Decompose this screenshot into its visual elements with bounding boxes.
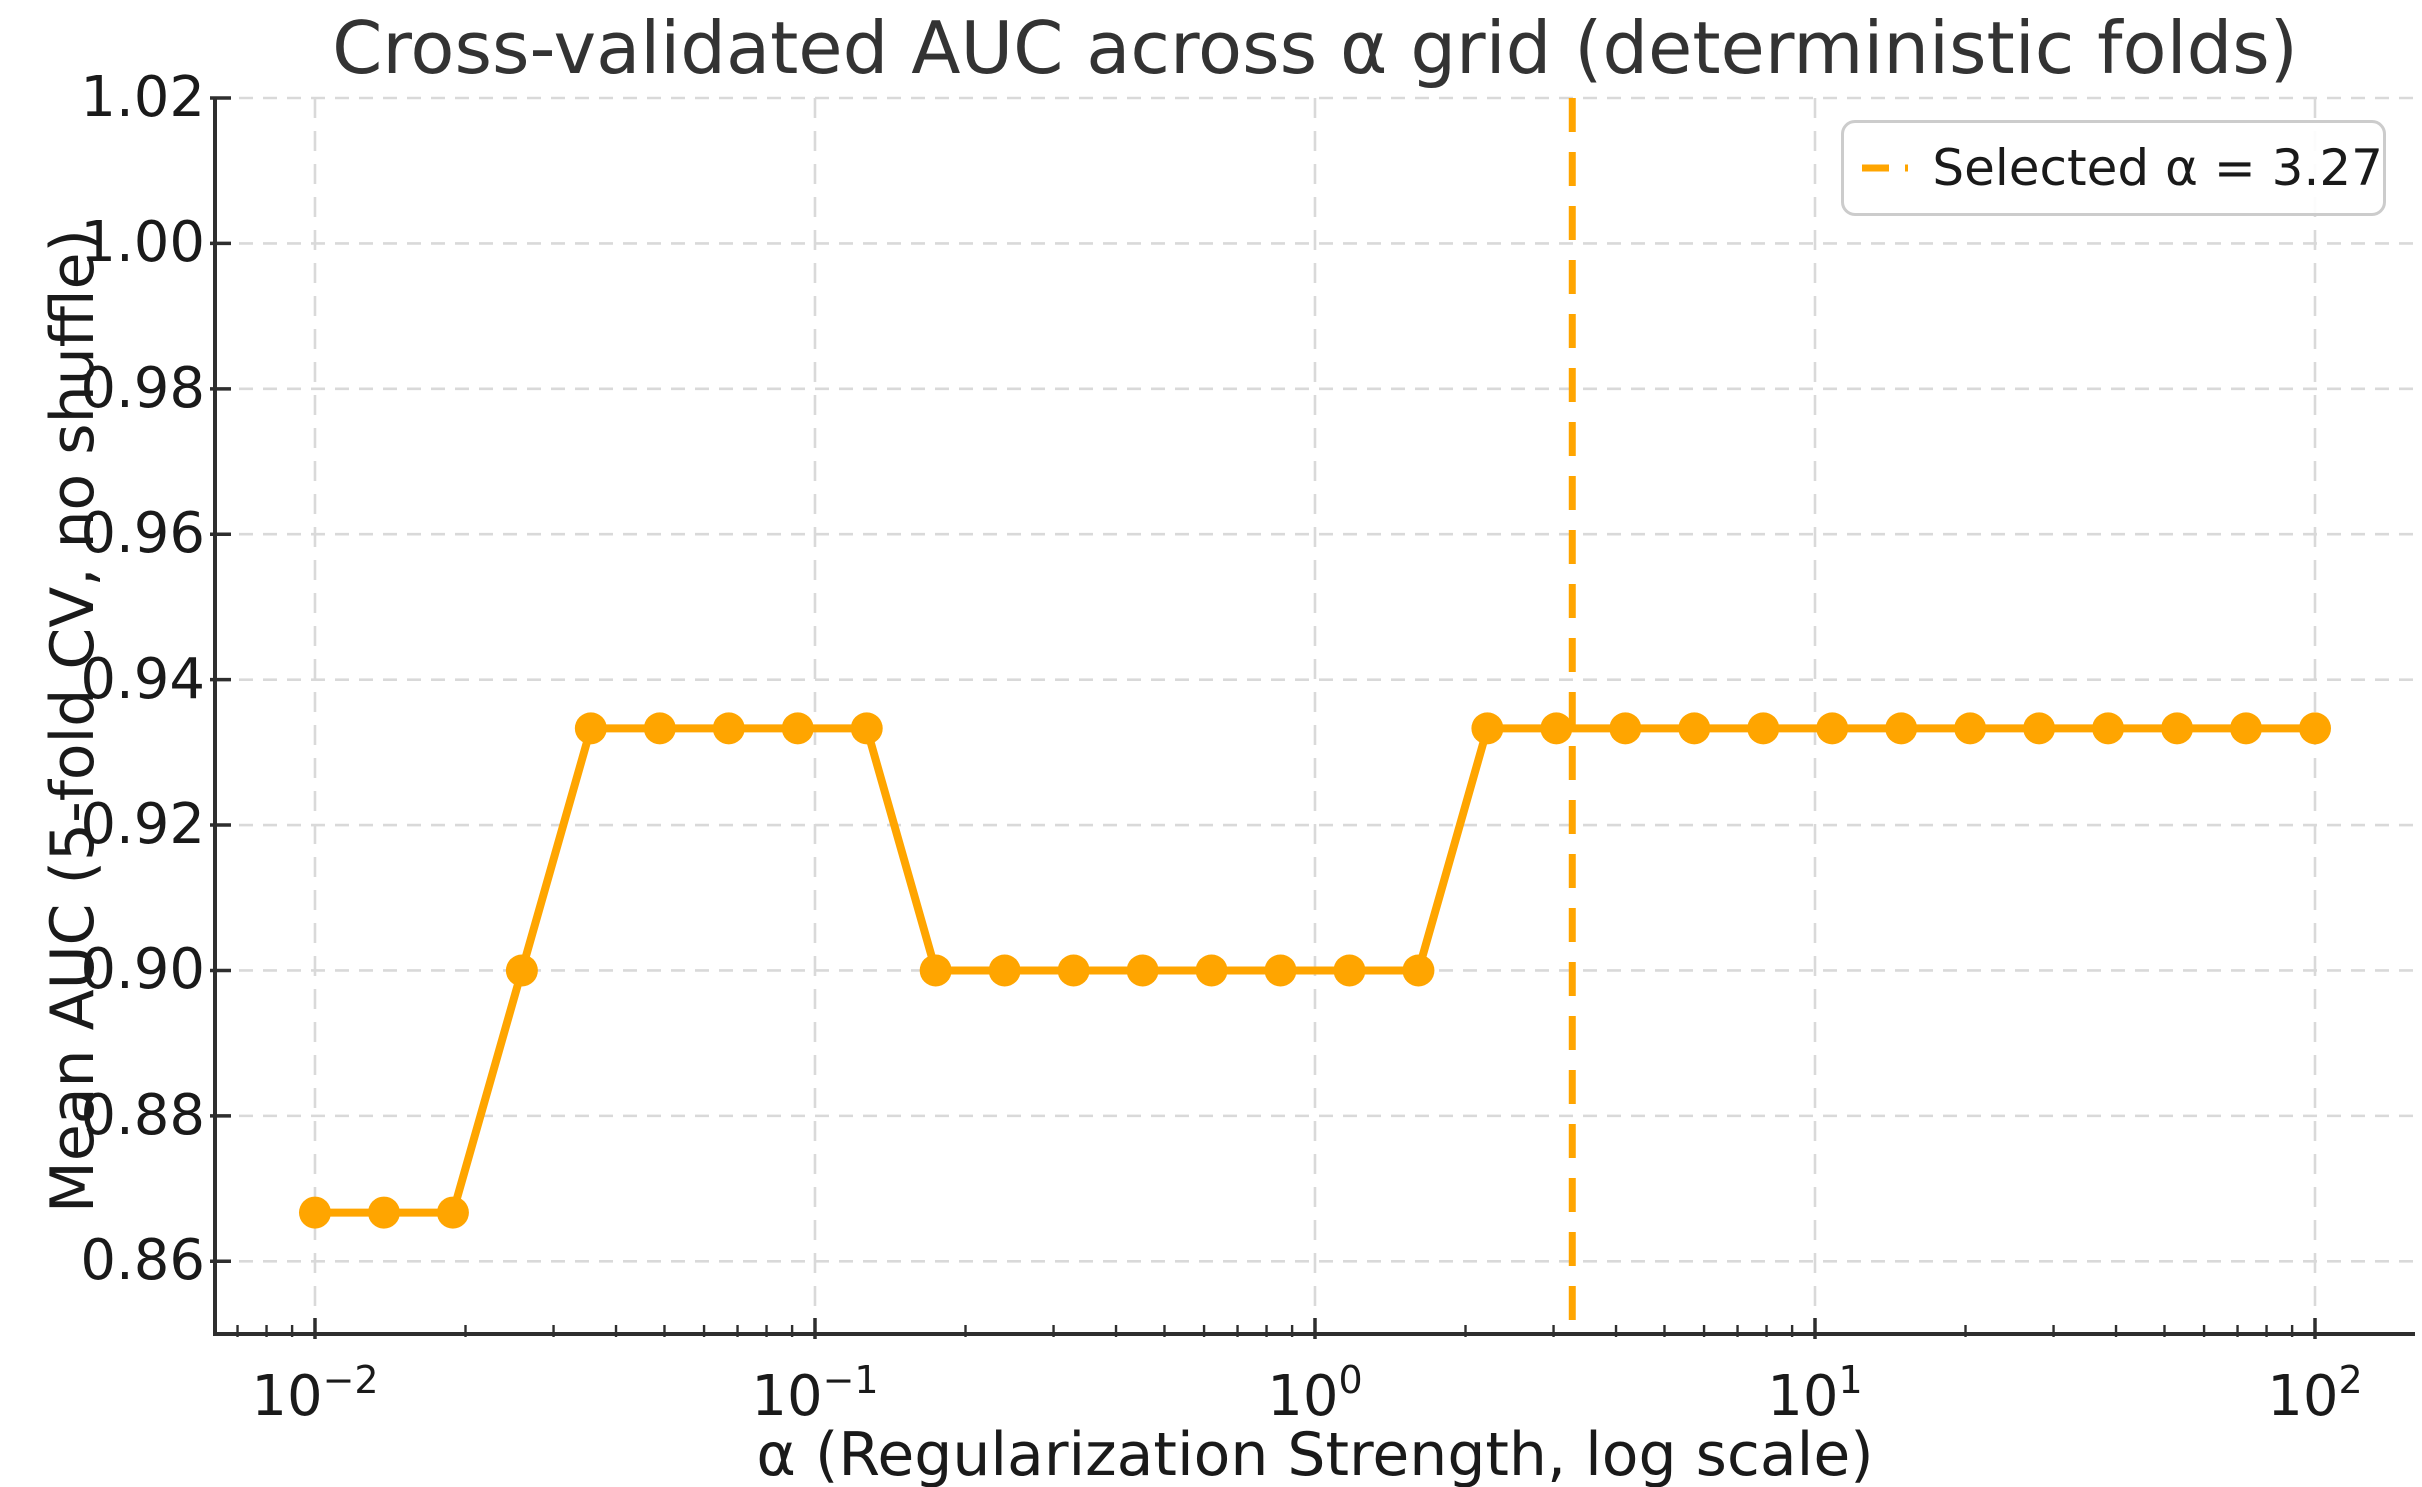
- data-point-marker: [781, 712, 814, 745]
- data-point-marker: [436, 1196, 469, 1229]
- data-point-marker: [1264, 954, 1297, 987]
- y-tick-label: 0.88: [80, 1082, 205, 1148]
- data-point-marker: [643, 712, 676, 745]
- x-tick-label: 10−2: [251, 1358, 379, 1429]
- data-point-marker: [298, 1196, 331, 1229]
- x-tick-label: 10−1: [751, 1358, 879, 1429]
- y-axis-label: Mean AUC (5-fold CV, no shuffle): [38, 229, 108, 1213]
- data-point-marker: [2298, 712, 2331, 745]
- data-point-marker: [1333, 954, 1366, 987]
- data-point-marker: [1885, 712, 1918, 745]
- data-point-marker: [1816, 712, 1849, 745]
- data-point-marker: [2092, 712, 2125, 745]
- y-tick-label: 0.90: [80, 937, 205, 1003]
- data-point-marker: [1609, 712, 1642, 745]
- data-point-marker: [988, 954, 1021, 987]
- data-point-marker: [1747, 712, 1780, 745]
- x-axis-label: α (Regularization Strength, log scale): [756, 1420, 1874, 1487]
- data-point-marker: [2161, 712, 2194, 745]
- y-tick-label: 1.02: [80, 65, 205, 130]
- legend-label: Selected α = 3.27: [1932, 139, 2383, 197]
- chart-title: Cross-validated AUC across α grid (deter…: [332, 6, 2298, 90]
- data-point-marker: [1471, 712, 1504, 745]
- x-tick-label: 100: [1267, 1358, 1363, 1429]
- data-point-marker: [850, 712, 883, 745]
- y-tick-label: 1.00: [80, 210, 205, 276]
- legend-dash-sample-icon: [1862, 164, 1909, 172]
- data-point-marker: [2023, 712, 2056, 745]
- y-tick-label: 0.98: [80, 355, 205, 421]
- data-point-marker: [1057, 954, 1090, 987]
- data-point-marker: [919, 954, 952, 987]
- data-point-marker: [1540, 712, 1573, 745]
- data-point-marker: [1954, 712, 1987, 745]
- data-point-marker: [505, 954, 538, 987]
- data-point-marker: [1678, 712, 1711, 745]
- data-point-marker: [1195, 954, 1228, 987]
- legend: Selected α = 3.27: [1841, 120, 2386, 216]
- x-tick-label: 101: [1767, 1358, 1863, 1429]
- data-point-marker: [1126, 954, 1159, 987]
- y-tick-label: 0.94: [80, 646, 205, 712]
- y-tick-label: 0.86: [80, 1228, 205, 1294]
- data-point-marker: [1402, 954, 1435, 987]
- y-tick-label: 0.92: [80, 792, 205, 858]
- y-tick-label: 0.96: [80, 501, 205, 567]
- data-point-marker: [574, 712, 607, 745]
- data-point-marker: [2230, 712, 2263, 745]
- data-point-marker: [712, 712, 745, 745]
- data-point-marker: [367, 1196, 400, 1229]
- x-tick-label: 102: [2267, 1358, 2363, 1429]
